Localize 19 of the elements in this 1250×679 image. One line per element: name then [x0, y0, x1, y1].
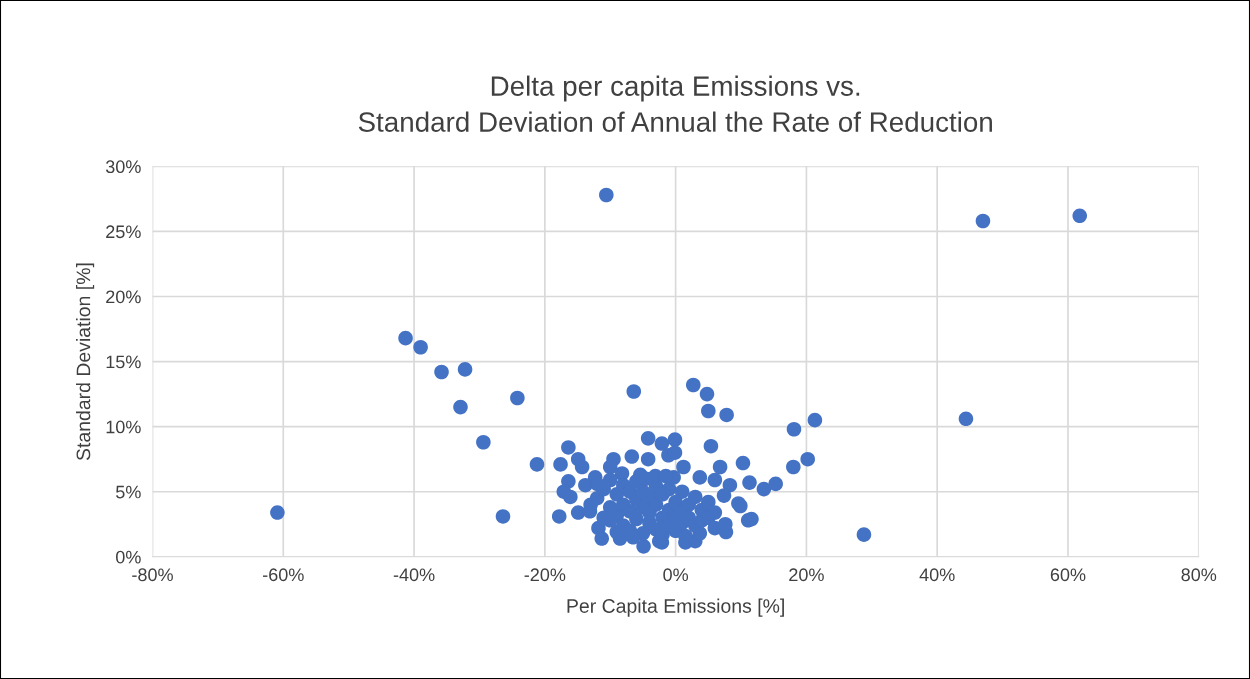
y-tick-label: 20% — [106, 290, 141, 304]
y-tick-label: 5% — [116, 485, 141, 499]
x-tick-label: -60% — [263, 568, 304, 582]
chart-title: Delta per capita Emissions vs. Standard Deviation of Annual the Rate of Reduction — [358, 75, 992, 132]
x-tick-label: -20% — [524, 568, 566, 582]
x-tick-label: 0% — [663, 568, 689, 582]
x-tick-label: -80% — [132, 568, 173, 582]
x-tick-label: 60% — [1050, 568, 1086, 582]
y-tick-label: 30% — [105, 160, 141, 174]
y-tick-label: 25% — [106, 225, 141, 239]
x-axis-title: Per Capita Emissions [%] — [567, 598, 784, 617]
y-tick-label: 0% — [116, 550, 141, 564]
y-tick-label: 10% — [106, 420, 141, 434]
y-axis-title: Standard Deviation [%] — [76, 263, 95, 461]
x-tick-label: 40% — [919, 568, 955, 582]
x-tick-label: 20% — [789, 568, 824, 582]
x-tick-label: 80% — [1181, 568, 1217, 582]
y-tick-label: 15% — [106, 355, 141, 369]
x-tick-label: -40% — [393, 568, 435, 582]
